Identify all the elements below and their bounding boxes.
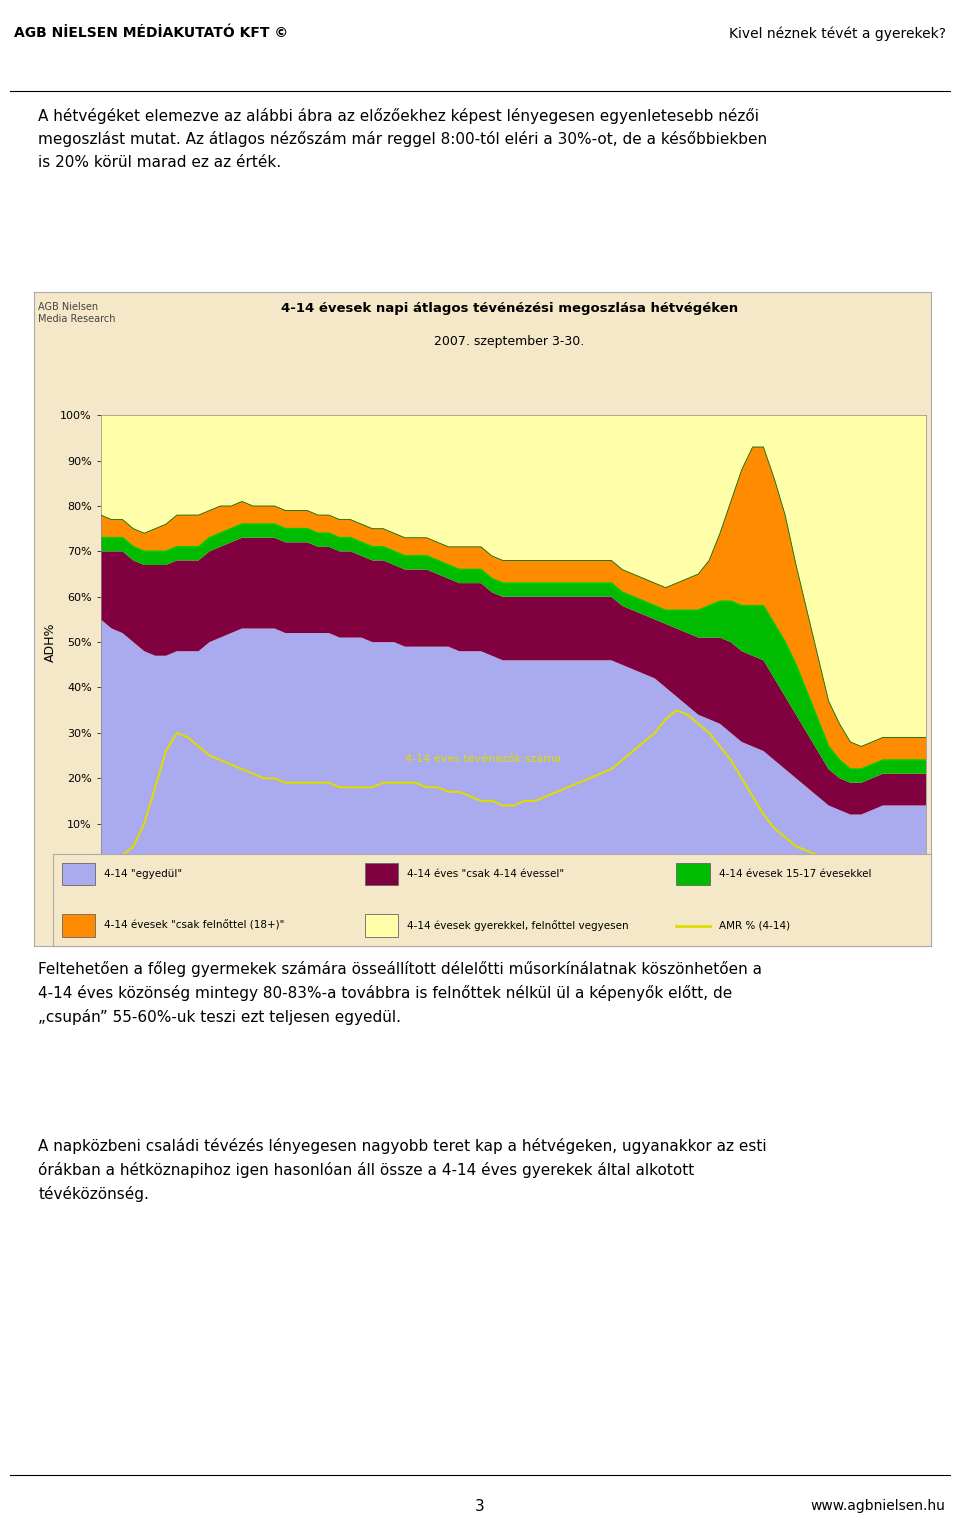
Text: AMR % (4-14): AMR % (4-14)	[719, 921, 790, 930]
Text: 4-14 évesek 15-17 évesekkel: 4-14 évesek 15-17 évesekkel	[719, 869, 871, 878]
Text: 4-14 évesek "csak felnőttel (18+)": 4-14 évesek "csak felnőttel (18+)"	[104, 920, 284, 930]
Text: 4-14 éves tévénézők száma: 4-14 éves tévénézők száma	[405, 754, 561, 764]
Text: AGB Nielsen
Media Research: AGB Nielsen Media Research	[38, 301, 115, 323]
Text: A napközbeni családi tévézés lényegesen nagyobb teret kap a hétvégeken, ugyanakk: A napközbeni családi tévézés lényegesen …	[38, 1138, 767, 1201]
Text: 2007. szeptember 3-30.: 2007. szeptember 3-30.	[434, 335, 585, 348]
Text: A hétvégéket elemezve az alábbi ábra az előzőekhez képest lényegesen egyenletese: A hétvégéket elemezve az alábbi ábra az …	[38, 108, 768, 169]
FancyBboxPatch shape	[61, 863, 95, 884]
Text: 3: 3	[475, 1500, 485, 1513]
FancyBboxPatch shape	[61, 915, 95, 937]
Text: AGB NİELSEN MÉDİAKUTATÓ KFT ©: AGB NİELSEN MÉDİAKUTATÓ KFT ©	[14, 26, 289, 40]
FancyBboxPatch shape	[365, 915, 398, 937]
FancyBboxPatch shape	[365, 863, 398, 884]
Text: 4-14 évesek gyerekkel, felnőttel vegyesen: 4-14 évesek gyerekkel, felnőttel vegyese…	[407, 920, 629, 930]
Y-axis label: ADH%: ADH%	[44, 623, 58, 661]
Text: 4-14 éves "csak 4-14 évessel": 4-14 éves "csak 4-14 évessel"	[407, 869, 564, 878]
Text: 4-14 "egyedül": 4-14 "egyedül"	[104, 869, 181, 878]
FancyBboxPatch shape	[677, 863, 709, 884]
Text: Feltehetően a főleg gyermekek számára össeállított délelőtti műsorkínálatnak kös: Feltehetően a főleg gyermekek számára ös…	[38, 961, 762, 1024]
Text: www.agbnielsen.hu: www.agbnielsen.hu	[811, 1500, 946, 1513]
Text: Kivel néznek tévét a gyerekek?: Kivel néznek tévét a gyerekek?	[729, 26, 946, 40]
Text: 4-14 évesek napi átlagos tévénézési megoszlása hétvégéken: 4-14 évesek napi átlagos tévénézési mego…	[280, 301, 738, 315]
